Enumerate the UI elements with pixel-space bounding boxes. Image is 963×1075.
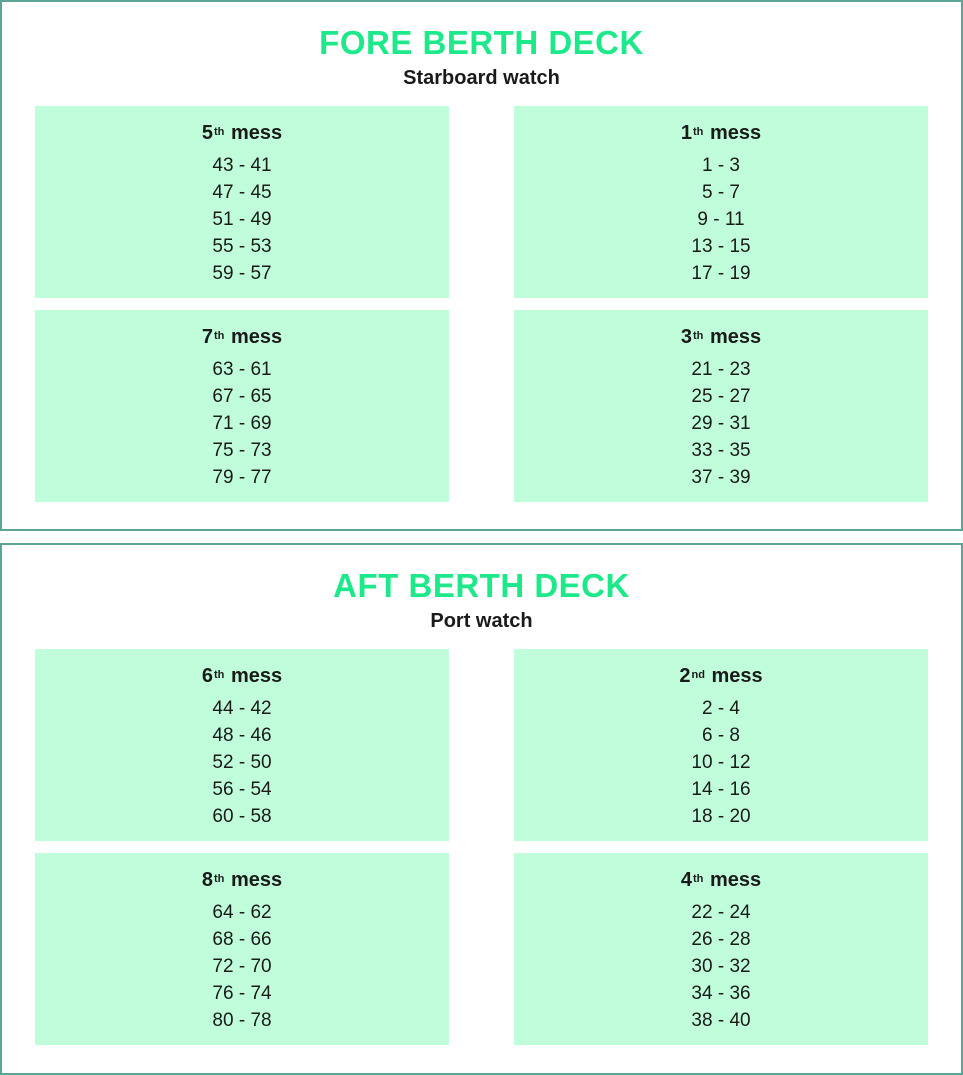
- deck-subtitle: Port watch: [430, 610, 533, 632]
- mess-label: mess: [709, 869, 762, 891]
- mess-suffix: th: [214, 873, 225, 885]
- number-range: 1 - 3: [701, 155, 741, 176]
- number-range: 6 - 8: [701, 725, 741, 746]
- number-range: 72 - 70: [212, 956, 272, 977]
- number-range: 56 - 54: [212, 779, 272, 800]
- number-range: 60 - 58: [212, 806, 272, 827]
- mess-box: 3th mess 21 - 23 25 - 27 29 - 31 33 - 35 37 …: [514, 310, 928, 502]
- number-range: 17 - 19: [691, 263, 751, 284]
- mess-number: 6: [201, 665, 213, 687]
- mess-heading: 3th mess: [514, 324, 928, 350]
- mess-rows: 44 - 42 48 - 46 52 - 50 56 - 54 60 - 58: [35, 695, 449, 830]
- number-range: 14 - 16: [691, 779, 751, 800]
- number-range: 75 - 73: [212, 440, 272, 461]
- number-range: 34 - 36: [691, 983, 751, 1004]
- number-range: 47 - 45: [212, 182, 272, 203]
- number-range: 59 - 57: [212, 263, 272, 284]
- number-range: 38 - 40: [691, 1010, 751, 1031]
- number-range: 9 - 11: [697, 209, 745, 230]
- mess-heading: 7th mess: [35, 324, 449, 350]
- mess-label: mess: [709, 326, 762, 348]
- mess-box: 5th mess 43 - 41 47 - 45 51 - 49 55 - 53 59 …: [35, 106, 449, 298]
- mess-label: mess: [230, 869, 283, 891]
- mess-heading: 2nd mess: [514, 663, 928, 689]
- mess-label: mess: [230, 326, 283, 348]
- number-range: 79 - 77: [212, 467, 272, 488]
- mess-suffix: th: [693, 126, 704, 138]
- number-range: 68 - 66: [212, 929, 272, 950]
- mess-box: 4th mess 22 - 24 26 - 28 30 - 32 34 - 36 38 …: [514, 853, 928, 1045]
- number-range: 48 - 46: [212, 725, 272, 746]
- number-range: 64 - 62: [212, 902, 272, 923]
- number-range: 80 - 78: [212, 1010, 272, 1031]
- mess-box: 6th mess 44 - 42 48 - 46 52 - 50 56 - 54 60 …: [35, 649, 449, 841]
- mess-label: mess: [711, 665, 763, 687]
- mess-suffix: th: [214, 330, 225, 342]
- mess-number: 3: [680, 326, 692, 348]
- number-range: 25 - 27: [691, 386, 751, 407]
- number-range: 29 - 31: [691, 413, 751, 434]
- mess-rows: 2 - 4 6 - 8 10 - 12 14 - 16 18 - 20: [514, 695, 928, 830]
- mess-box: 2nd mess 2 - 4 6 - 8 10 - 12 14 - 16 18 - 20: [514, 649, 928, 841]
- mess-box: 8th mess 64 - 62 68 - 66 72 - 70 76 - 74 80 …: [35, 853, 449, 1045]
- number-range: 51 - 49: [212, 209, 272, 230]
- number-range: 2 - 4: [701, 698, 741, 719]
- mess-number: 5: [201, 122, 213, 144]
- number-range: 71 - 69: [212, 413, 272, 434]
- number-range: 5 - 7: [701, 182, 741, 203]
- mess-suffix: th: [693, 330, 704, 342]
- mess-label: mess: [709, 122, 762, 144]
- mess-rows: 1 - 3 5 - 7 9 - 11 13 - 15 17 - 19: [514, 152, 928, 287]
- mess-number: 8: [201, 869, 213, 891]
- deck-panel: AFT BERTH DECK Port watch 6th mess 44 - …: [0, 543, 963, 1075]
- mess-suffix: th: [693, 873, 704, 885]
- number-range: 63 - 61: [212, 359, 272, 380]
- number-range: 10 - 12: [691, 752, 751, 773]
- mess-suffix: th: [214, 126, 225, 138]
- mess-heading: 5th mess: [35, 120, 449, 146]
- mess-suffix: nd: [691, 669, 705, 681]
- mess-label: mess: [230, 122, 283, 144]
- deck-subtitle: Starboard watch: [403, 67, 560, 89]
- mess-box: 1th mess 1 - 3 5 - 7 9 - 11 13 - 15 17 - 19: [514, 106, 928, 298]
- mess-label: mess: [230, 665, 283, 687]
- mess-number: 7: [201, 326, 213, 348]
- mess-number: 4: [680, 869, 692, 891]
- number-range: 18 - 20: [691, 806, 751, 827]
- number-range: 21 - 23: [691, 359, 751, 380]
- mess-rows: 22 - 24 26 - 28 30 - 32 34 - 36 38 - 40: [514, 899, 928, 1034]
- number-range: 22 - 24: [691, 902, 751, 923]
- mess-rows: 64 - 62 68 - 66 72 - 70 76 - 74 80 - 78: [35, 899, 449, 1034]
- number-range: 76 - 74: [212, 983, 272, 1004]
- number-range: 52 - 50: [212, 752, 272, 773]
- number-range: 55 - 53: [212, 236, 272, 257]
- mess-box: 7th mess 63 - 61 67 - 65 71 - 69 75 - 73 79 …: [35, 310, 449, 502]
- mess-rows: 21 - 23 25 - 27 29 - 31 33 - 35 37 - 39: [514, 356, 928, 491]
- mess-number: 2: [679, 665, 691, 687]
- deck-title: FORE BERTH DECK: [319, 24, 644, 61]
- number-range: 30 - 32: [691, 956, 751, 977]
- number-range: 33 - 35: [691, 440, 751, 461]
- mess-heading: 6th mess: [35, 663, 449, 689]
- number-range: 67 - 65: [212, 386, 272, 407]
- mess-heading: 4th mess: [514, 867, 928, 893]
- deck-panel: FORE BERTH DECK Starboard watch 5th mess…: [0, 0, 963, 531]
- mess-heading: 8th mess: [35, 867, 449, 893]
- mess-rows: 43 - 41 47 - 45 51 - 49 55 - 53 59 - 57: [35, 152, 449, 287]
- number-range: 44 - 42: [212, 698, 272, 719]
- number-range: 37 - 39: [691, 467, 751, 488]
- deck-title: AFT BERTH DECK: [333, 567, 630, 604]
- mess-heading: 1th mess: [514, 120, 928, 146]
- number-range: 26 - 28: [691, 929, 751, 950]
- mess-rows: 63 - 61 67 - 65 71 - 69 75 - 73 79 - 77: [35, 356, 449, 491]
- mess-number: 1: [680, 122, 692, 144]
- mess-suffix: th: [214, 669, 225, 681]
- number-range: 43 - 41: [212, 155, 272, 176]
- number-range: 13 - 15: [691, 236, 751, 257]
